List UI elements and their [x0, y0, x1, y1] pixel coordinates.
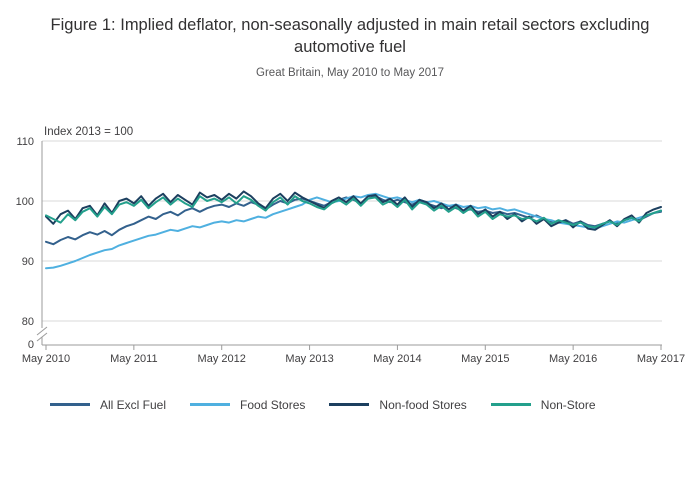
x-tick-label: May 2016 — [549, 353, 597, 365]
legend-label: Non-Store — [540, 397, 596, 412]
axis-break-mask — [36, 327, 48, 337]
legend-item: Non-Store — [490, 397, 596, 412]
legend-item: All Excl Fuel — [50, 398, 166, 412]
x-tick-label: May 2017 — [637, 353, 685, 365]
axis-break-slash — [36, 326, 48, 335]
legend-label: Food Stores — [240, 397, 306, 412]
legend-swatch — [329, 403, 370, 407]
legend-swatch — [50, 403, 90, 407]
y-tick-label: 110 — [16, 136, 34, 148]
legend-label: All Excl Fuel — [100, 397, 167, 412]
x-tick-label: May 2010 — [22, 353, 70, 365]
axis-caption: Index 2013 = 100 — [44, 126, 133, 138]
series-line-food-stores — [45, 192, 662, 269]
x-tick-label: May 2011 — [110, 353, 158, 365]
y-tick-label: 0 — [28, 339, 34, 351]
legend-swatch — [190, 403, 231, 407]
chart-title: Figure 1: Implied deflator, non-seasonal… — [50, 16, 650, 57]
x-tick-label: May 2012 — [198, 353, 246, 365]
x-tick-label: May 2013 — [285, 353, 333, 365]
y-tick-label: 100 — [16, 196, 34, 208]
legend-item: Non-food Stores — [329, 397, 467, 412]
chart-legend: All Excl Fuel Food Stores Non-food Stores N… — [0, 398, 700, 412]
line-chart: 110 100 90 80 0 May 2010 May 2011 May 2012 May 2… — [16, 126, 686, 365]
axis-break-slash — [36, 332, 48, 341]
series-line-non-food-stores — [45, 189, 662, 231]
chart-subtitle: Great Britain, May 2010 to May 2017 — [256, 66, 444, 79]
y-tick-label: 80 — [22, 316, 34, 328]
x-tick-label: May 2014 — [373, 353, 421, 365]
x-tick-label: May 2015 — [461, 353, 509, 365]
legend-item: Food Stores — [190, 398, 305, 412]
series-line-non-store — [45, 194, 662, 228]
legend-label: Non-food Stores — [379, 397, 467, 412]
legend-swatch — [490, 403, 531, 407]
y-tick-label: 90 — [22, 256, 34, 268]
